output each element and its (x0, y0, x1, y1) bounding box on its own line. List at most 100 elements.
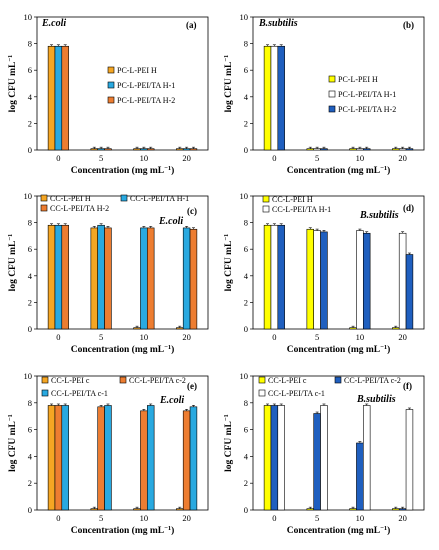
legend-entry: CC-L-PEI/TA c-1 (51, 389, 108, 398)
bar (362, 405, 371, 511)
legend-swatch (334, 376, 342, 384)
bar (405, 409, 414, 511)
x-tick-label: 5 (315, 153, 319, 163)
chart-title: B.subtilis (359, 210, 399, 221)
y-tick-label: 8 (244, 218, 248, 228)
x-tick-label: 20 (398, 153, 407, 163)
y-axis-label: log CFU mL−1 (7, 234, 19, 292)
x-tick-label: 0 (272, 513, 276, 523)
bar (349, 327, 357, 330)
y-tick-label: 4 (28, 92, 33, 102)
y-tick-label: 2 (28, 118, 32, 128)
bar (47, 224, 56, 330)
chart-panel-f: 0 2 4 6 8 10 0 5 10 20 Concentration (mg mL−1) log … (223, 371, 425, 536)
bar (54, 224, 63, 330)
x-tick-label: 20 (398, 332, 407, 342)
y-tick-label: 4 (28, 451, 33, 461)
bar (104, 148, 112, 151)
legend-entry: PC-L-PEI/TA H-2 (117, 96, 175, 105)
panel-label: (a) (186, 20, 197, 30)
bar (263, 224, 272, 330)
x-tick-label: 5 (99, 332, 103, 342)
legend-swatch (41, 376, 49, 384)
y-tick-label: 10 (24, 191, 33, 201)
bar (90, 148, 99, 151)
y-tick-label: 4 (28, 271, 33, 281)
bar (405, 148, 414, 151)
legend-entry: PC-L-PEI H (117, 66, 157, 75)
chart-title: B.subtilis (356, 394, 396, 405)
panel-label: (d) (403, 203, 414, 213)
y-tick-label: 4 (244, 92, 249, 102)
bar (398, 232, 407, 330)
y-tick-label: 2 (28, 478, 32, 488)
bar (349, 508, 357, 511)
chart-panel-a: 0 2 4 6 8 10 0 5 10 20 Concentration (mg mL−1) log … (7, 12, 209, 176)
bar (405, 254, 414, 330)
bar (349, 148, 357, 151)
y-tick-label: 6 (28, 425, 32, 435)
y-tick-label: 2 (244, 478, 248, 488)
legend-entry: CC-L-PEI c (268, 376, 307, 385)
y-tick-label: 2 (244, 297, 248, 307)
y-tick-label: 8 (244, 398, 248, 408)
legend-swatch (41, 389, 49, 397)
bar (133, 148, 141, 151)
bar (47, 405, 56, 511)
y-tick-label: 10 (240, 12, 249, 22)
x-tick-label: 0 (272, 153, 276, 163)
bar (182, 410, 191, 511)
bar (97, 224, 105, 330)
bar (189, 148, 198, 151)
panel-label: (c) (187, 206, 197, 216)
legend-entry: PC-L-PEI/TA H-1 (338, 90, 396, 99)
x-tick-label: 10 (140, 153, 149, 163)
y-tick-label: 4 (244, 271, 249, 281)
legend-entry: CC-L-PEI/TA H-1 (130, 194, 189, 203)
bar (313, 413, 321, 511)
legend-entry: CC-L-PEI/TA c-2 (344, 376, 401, 385)
y-tick-label: 8 (244, 39, 248, 49)
bar (356, 230, 364, 330)
y-axis-label: log CFU mL−1 (7, 55, 19, 113)
x-tick-label: 10 (356, 332, 365, 342)
x-tick-label: 0 (272, 332, 276, 342)
bar (263, 405, 272, 511)
chart-title: E.coli (41, 18, 66, 29)
plot-frame (252, 16, 425, 151)
bar (140, 227, 148, 330)
legend-swatch (107, 96, 115, 104)
y-tick-label: 0 (244, 324, 248, 334)
bar (306, 228, 315, 330)
bar (356, 442, 364, 511)
bar (320, 405, 328, 511)
x-tick-label: 10 (140, 332, 149, 342)
bar (176, 327, 184, 330)
bar (398, 148, 407, 151)
legend-swatch (328, 90, 336, 98)
bar (47, 45, 56, 151)
bar (90, 508, 99, 511)
y-tick-label: 10 (24, 371, 33, 381)
bar (140, 148, 148, 151)
legend-entry: PC-L-PEI/TA H-1 (117, 81, 175, 90)
bar (306, 148, 315, 151)
legend: PC-L-PEI H PC-L-PEI/TA H-1 PC-L-PEI/TA H-2 (107, 66, 175, 105)
y-tick-label: 8 (28, 398, 32, 408)
bar (133, 508, 141, 511)
legend-swatch (107, 81, 115, 89)
bar (313, 148, 321, 151)
chart-title: E.coli (159, 395, 184, 406)
bar (263, 45, 272, 151)
y-tick-label: 10 (24, 12, 33, 22)
legend: CC-L-PEI c CC-L-PEI/TA c-2 CC-L-PEI/TA c-1 (258, 376, 401, 398)
y-axis-label: log CFU mL−1 (223, 55, 235, 113)
x-tick-label: 10 (356, 513, 365, 523)
y-tick-label: 0 (28, 505, 32, 515)
bar (104, 405, 112, 511)
legend-swatch (120, 194, 128, 202)
y-tick-label: 8 (28, 39, 32, 49)
x-tick-label: 10 (140, 513, 149, 523)
y-tick-label: 0 (244, 505, 248, 515)
bar (270, 45, 279, 151)
